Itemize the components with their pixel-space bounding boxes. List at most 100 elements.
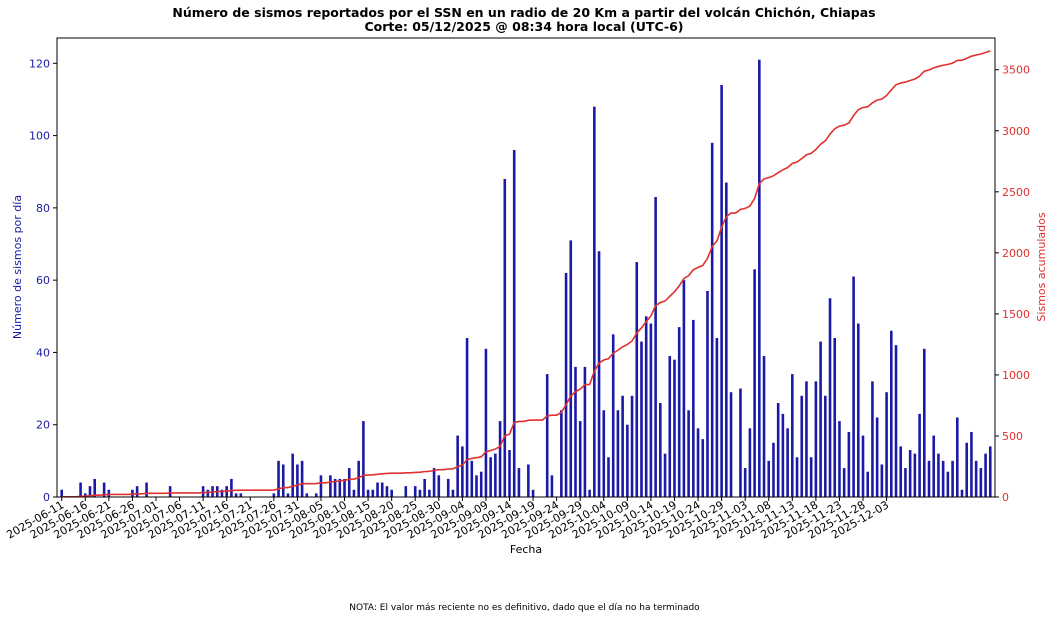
chart-title: Número de sismos reportados por el SSN e…: [172, 5, 875, 20]
bar: [338, 478, 342, 497]
bar: [88, 486, 92, 497]
bar: [809, 457, 813, 497]
bar: [329, 475, 332, 497]
bar: [923, 348, 926, 497]
bar: [696, 428, 700, 497]
bar: [753, 269, 756, 497]
bar: [131, 489, 134, 497]
bar: [951, 460, 954, 497]
bar: [621, 395, 624, 497]
bar: [560, 410, 563, 497]
bar: [461, 446, 464, 497]
bar: [366, 489, 370, 497]
bar: [908, 450, 912, 497]
bar: [362, 421, 365, 497]
y-tick-label: 40: [36, 346, 50, 359]
bar: [277, 460, 280, 497]
bar: [347, 468, 351, 497]
bar: [291, 453, 294, 497]
bar: [305, 493, 309, 497]
bar: [626, 424, 629, 497]
bar: [937, 453, 940, 497]
bar: [970, 431, 973, 497]
chart-subtitle: Corte: 05/12/2025 @ 08:34 hora local (UT…: [364, 19, 683, 34]
bar: [343, 478, 346, 497]
bar: [659, 403, 662, 497]
bar: [875, 417, 879, 497]
bar: [475, 475, 478, 497]
bar: [866, 471, 870, 497]
cumulative-line-group: [61, 50, 991, 498]
bar: [706, 290, 709, 497]
bar: [451, 489, 455, 497]
y2-tick-label: 3000: [1002, 125, 1030, 138]
bar: [314, 493, 318, 497]
left-axis-ticks: 0 20 40 60 80 100 120: [29, 57, 57, 504]
bar: [781, 413, 785, 497]
bar: [918, 413, 921, 497]
bar: [927, 460, 931, 497]
bar: [630, 395, 634, 497]
bar: [428, 489, 431, 497]
bar: [385, 486, 389, 497]
footnote: NOTA: El valor más reciente no es defini…: [349, 603, 700, 613]
y-tick-label: 80: [36, 202, 50, 215]
bar: [663, 453, 667, 497]
x-axis-label: Fecha: [510, 543, 542, 556]
bar: [819, 341, 822, 497]
bar: [635, 262, 639, 497]
bar: [984, 453, 987, 497]
bar: [220, 489, 224, 497]
bar: [281, 464, 285, 497]
bar: [413, 486, 417, 497]
y-tick-label: 100: [29, 130, 50, 143]
bar: [729, 392, 733, 497]
bar: [611, 334, 615, 497]
y2-tick-label: 3500: [1002, 64, 1030, 77]
bar: [692, 319, 695, 497]
bar: [602, 410, 606, 497]
bar: [838, 421, 841, 497]
bar: [861, 435, 865, 497]
bar: [974, 460, 978, 497]
earthquake-chart: Número de sismos reportados por el SSN e…: [4, 5, 1048, 556]
bar: [913, 453, 917, 497]
bar: [720, 84, 723, 497]
bar: [988, 446, 992, 497]
bar: [107, 489, 111, 497]
bar: [545, 374, 549, 497]
bar: [135, 486, 139, 497]
bar: [517, 468, 521, 497]
bar: [607, 457, 610, 497]
bar: [423, 478, 426, 497]
bar: [437, 475, 441, 497]
bar: [201, 486, 205, 497]
bar: [786, 428, 789, 497]
bar: [272, 493, 276, 497]
y2-tick-label: 500: [1002, 430, 1023, 443]
bar: [673, 359, 676, 497]
bar: [640, 341, 643, 497]
bar: [616, 410, 620, 497]
bar: [583, 366, 587, 497]
y2-tick-label: 2500: [1002, 186, 1030, 199]
bar: [498, 421, 502, 497]
bar: [503, 178, 507, 497]
bar: [644, 316, 648, 497]
bar: [649, 323, 653, 497]
bar: [508, 450, 511, 497]
bar: [847, 431, 851, 497]
bar: [791, 374, 794, 497]
bar: [239, 493, 243, 497]
bar: [597, 251, 601, 497]
bar: [465, 337, 469, 497]
bar: [762, 356, 766, 497]
bar: [230, 478, 233, 497]
bar: [932, 435, 936, 497]
bar: [715, 337, 719, 497]
bar: [979, 468, 983, 497]
bar: [739, 388, 742, 497]
bar: [772, 442, 775, 497]
bar: [494, 453, 497, 497]
